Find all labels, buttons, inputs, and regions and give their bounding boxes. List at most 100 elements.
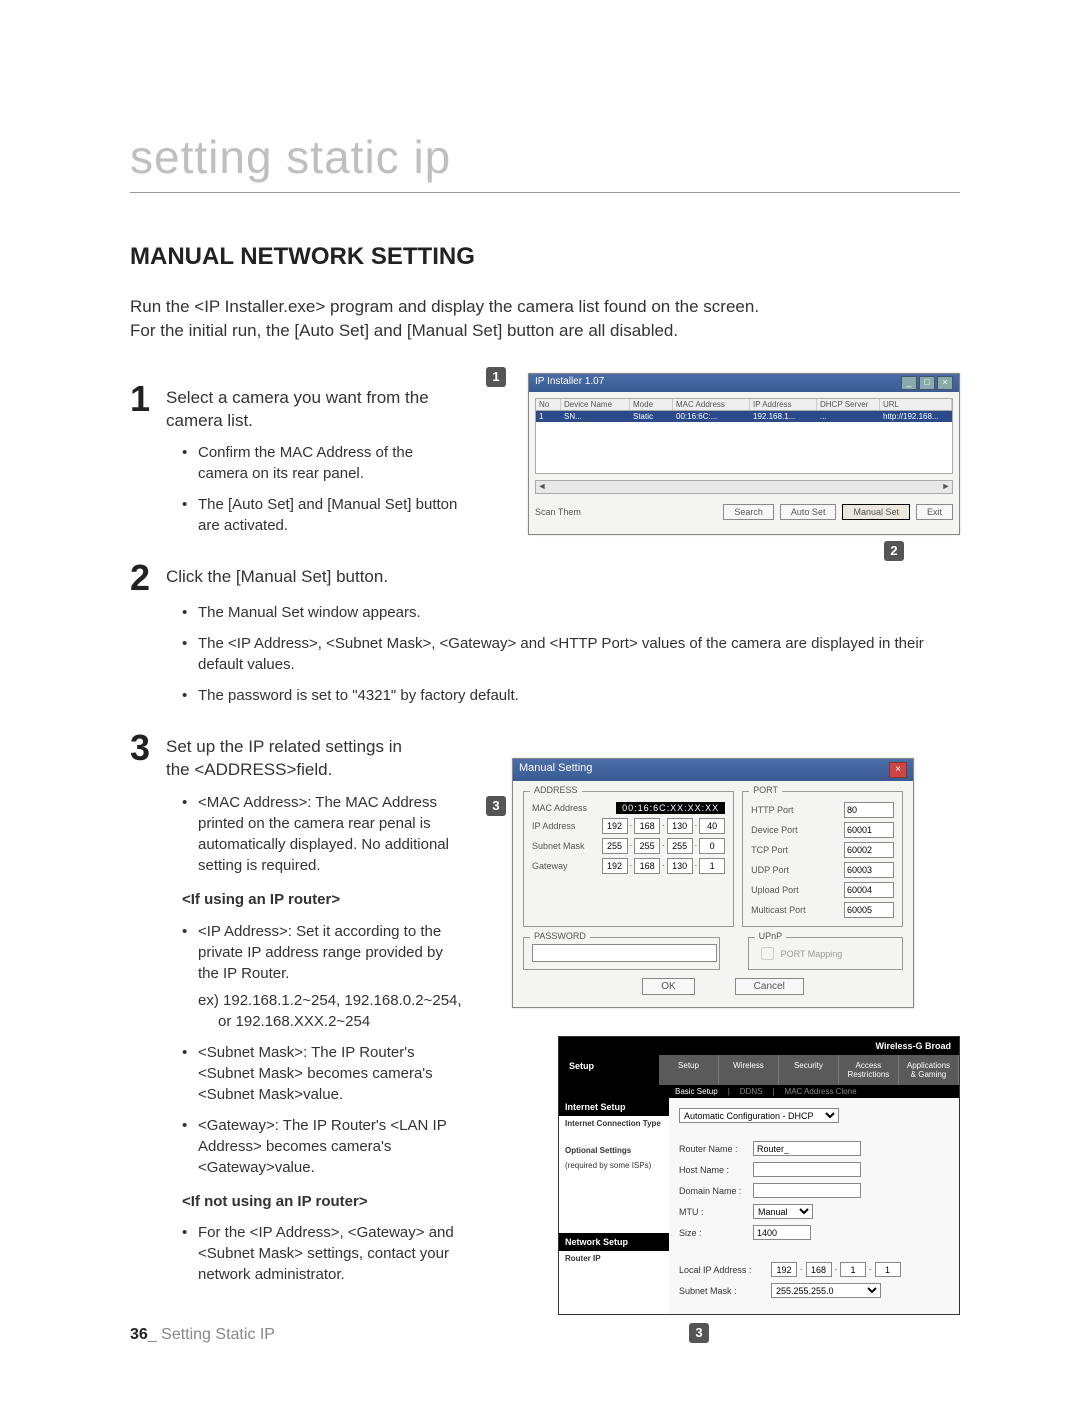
sm-oct-1[interactable] (602, 838, 628, 854)
mtu-select[interactable]: Manual (753, 1204, 813, 1219)
step-3-bullet-1: <MAC Address>: The MAC Address printed o… (182, 792, 462, 876)
multicast-port-input[interactable] (844, 902, 894, 918)
footer-label: Setting Static IP (161, 1326, 275, 1343)
router-name-input[interactable] (753, 1141, 861, 1156)
gw-oct-2[interactable] (634, 858, 660, 874)
internet-connection-select[interactable]: Automatic Configuration - DHCP (679, 1108, 839, 1123)
exit-button[interactable]: Exit (916, 504, 953, 520)
address-fieldset: ADDRESS MAC Address00:16:6C:XX:XX:XX IP … (523, 791, 734, 927)
tab-wireless[interactable]: Wireless (719, 1055, 779, 1085)
step-3-text-l1: Set up the IP related settings in (166, 737, 402, 756)
cell-mac: 00:16:6C:... (673, 411, 750, 422)
ok-button[interactable]: OK (642, 978, 694, 995)
ip-oct-4[interactable] (699, 818, 725, 834)
step-3-ex1: ex) 192.168.1.2~254, 192.168.0.2~254, (198, 992, 462, 1009)
lip-1[interactable] (771, 1262, 797, 1277)
gateway-input[interactable]: ... (602, 858, 726, 874)
ip-oct-3[interactable] (667, 818, 693, 834)
cancel-button[interactable]: Cancel (735, 978, 804, 995)
page-footer: 36_ Setting Static IP (130, 1326, 275, 1344)
tab-security[interactable]: Security (779, 1055, 839, 1085)
lip-3[interactable] (840, 1262, 866, 1277)
sm-oct-3[interactable] (667, 838, 693, 854)
gw-oct-4[interactable] (699, 858, 725, 874)
gw-oct-1[interactable] (602, 858, 628, 874)
device-port-label: Device Port (751, 825, 798, 835)
host-name-input[interactable] (753, 1162, 861, 1177)
router-model-label: Wireless-G Broad (559, 1037, 959, 1055)
subnet-label: Subnet Mask (532, 841, 585, 851)
size-label: Size : (679, 1228, 747, 1238)
upnp-checkbox[interactable]: PORT Mapping (757, 944, 894, 963)
mtu-label: MTU : (679, 1207, 747, 1217)
udp-port-label: UDP Port (751, 865, 789, 875)
step-3-text-l2: the <ADDRESS>field. (166, 760, 332, 779)
ip-table-header: No Device Name Mode MAC Address IP Addre… (536, 399, 952, 411)
col-url: URL (880, 399, 952, 410)
scrollbar-icon[interactable]: ◄► (535, 480, 953, 494)
subnet-input[interactable]: ... (602, 838, 726, 854)
window-controls-icon: _□× (901, 376, 953, 390)
lip-4[interactable] (875, 1262, 901, 1277)
callout-3b: 3 (689, 1323, 709, 1343)
ip-table-row[interactable]: 1 SN... Static 00:16:6C:... 192.168.1...… (536, 411, 952, 422)
tcp-port-input[interactable] (844, 842, 894, 858)
callout-3a: 3 (486, 796, 506, 816)
col-device: Device Name (561, 399, 630, 410)
tcp-port-label: TCP Port (751, 845, 788, 855)
password-input[interactable] (532, 944, 717, 962)
subtab-ddns[interactable]: DDNS (740, 1087, 763, 1096)
step-2-bullet-3: The password is set to "4321" by factory… (182, 685, 960, 706)
ip-address-input[interactable]: ... (602, 818, 726, 834)
step-3-number: 3 (130, 730, 162, 766)
step-3-ex2: or 192.168.XXX.2~254 (198, 1013, 370, 1030)
close-icon[interactable]: × (889, 762, 907, 778)
col-mode: Mode (630, 399, 673, 410)
ip-oct-2[interactable] (634, 818, 660, 834)
step-3-bullet-5: For the <IP Address>, <Gateway> and <Sub… (182, 1222, 462, 1285)
upload-port-input[interactable] (844, 882, 894, 898)
sm-oct-4[interactable] (699, 838, 725, 854)
auto-set-button[interactable]: Auto Set (780, 504, 837, 520)
ip-oct-1[interactable] (602, 818, 628, 834)
size-input[interactable] (753, 1225, 811, 1240)
mac-label: MAC Address (532, 803, 587, 813)
step-2-text: Click the [Manual Set] button. (166, 567, 388, 586)
port-legend: PORT (749, 785, 782, 795)
step-3: 3 Set up the IP related settings in the … (130, 730, 462, 1294)
step-3-b2-text: <IP Address>: Set it according to the pr… (198, 923, 443, 982)
manual-setting-title: Manual Setting (519, 762, 592, 778)
upnp-checkbox-input[interactable] (761, 947, 774, 960)
tab-setup[interactable]: Setup (659, 1055, 719, 1085)
tab-access[interactable]: Access Restrictions (839, 1055, 899, 1085)
ip-label: IP Address (532, 821, 575, 831)
step-1-text: Select a camera you want from the camera… (166, 388, 429, 430)
device-port-input[interactable] (844, 822, 894, 838)
manual-set-button[interactable]: Manual Set (842, 504, 910, 520)
address-legend: ADDRESS (530, 785, 582, 795)
lip-2[interactable] (806, 1262, 832, 1277)
subtab-mac[interactable]: MAC Address Clone (785, 1087, 857, 1096)
ip-installer-title: IP Installer 1.07 (535, 376, 604, 390)
gw-oct-3[interactable] (667, 858, 693, 874)
intro-line2: For the initial run, the [Auto Set] and … (130, 321, 678, 340)
domain-name-input[interactable] (753, 1183, 861, 1198)
sm-oct-2[interactable] (634, 838, 660, 854)
udp-port-input[interactable] (844, 862, 894, 878)
search-button[interactable]: Search (723, 504, 774, 520)
tab-apps[interactable]: Applications & Gaming (899, 1055, 959, 1085)
ip-installer-screenshot: IP Installer 1.07 _□× No Device Name Mod… (528, 373, 960, 535)
http-port-label: HTTP Port (751, 805, 793, 815)
mac-value: 00:16:6C:XX:XX:XX (616, 802, 725, 814)
password-legend: PASSWORD (530, 931, 590, 941)
subtab-basic[interactable]: Basic Setup (675, 1087, 718, 1096)
side-optional-sub: (required by some ISPs) (559, 1158, 669, 1173)
router-subnet-select[interactable]: 255.255.255.0 (771, 1283, 881, 1298)
callout-2: 2 (884, 541, 904, 561)
callout-1: 1 (486, 367, 506, 387)
step-1-bullet-2: The [Auto Set] and [Manual Set] button a… (182, 494, 462, 536)
http-port-input[interactable] (844, 802, 894, 818)
page-number: 36 (130, 1326, 148, 1343)
local-ip-input[interactable]: ... (771, 1262, 901, 1277)
manual-setting-screenshot: Manual Setting × ADDRESS MAC Address 00:1… (512, 758, 914, 1008)
